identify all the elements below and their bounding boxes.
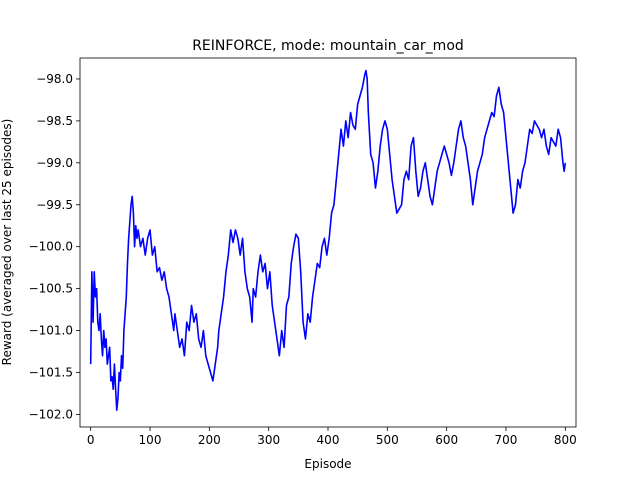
y-tick-label: −102.0 <box>29 407 73 421</box>
x-tick-label: 0 <box>87 433 95 447</box>
y-tick-label: −98.5 <box>36 114 73 128</box>
x-tick-label: 200 <box>198 433 221 447</box>
y-axis-label: Reward (averaged over last 25 episodes) <box>0 119 14 366</box>
y-tick-label: −101.5 <box>29 365 73 379</box>
y-axis-ticks: −102.0 −101.5 −101.0 −100.5 −100.0 −99.5 −99.0… <box>29 72 80 421</box>
series-line-0 <box>89 69 567 412</box>
y-tick-label: −100.0 <box>29 240 73 254</box>
x-tick-label: 100 <box>139 433 162 447</box>
x-axis-label: Episode <box>304 457 351 471</box>
y-tick-label: −100.5 <box>29 282 73 296</box>
y-tick-label: −101.0 <box>29 324 73 338</box>
y-tick-label: −99.0 <box>36 156 73 170</box>
y-tick-label: −98.0 <box>36 72 73 86</box>
y-tick-label: −99.5 <box>36 198 73 212</box>
x-axis-ticks: 0 100 200 300 400 500 600 700 800 <box>87 427 577 447</box>
chart-title: REINFORCE, mode: mountain_car_mod <box>192 38 464 54</box>
x-tick-label: 800 <box>554 433 577 447</box>
x-tick-label: 700 <box>495 433 518 447</box>
x-tick-label: 500 <box>376 433 399 447</box>
x-tick-label: 600 <box>435 433 458 447</box>
x-tick-label: 400 <box>317 433 340 447</box>
x-tick-label: 300 <box>257 433 280 447</box>
